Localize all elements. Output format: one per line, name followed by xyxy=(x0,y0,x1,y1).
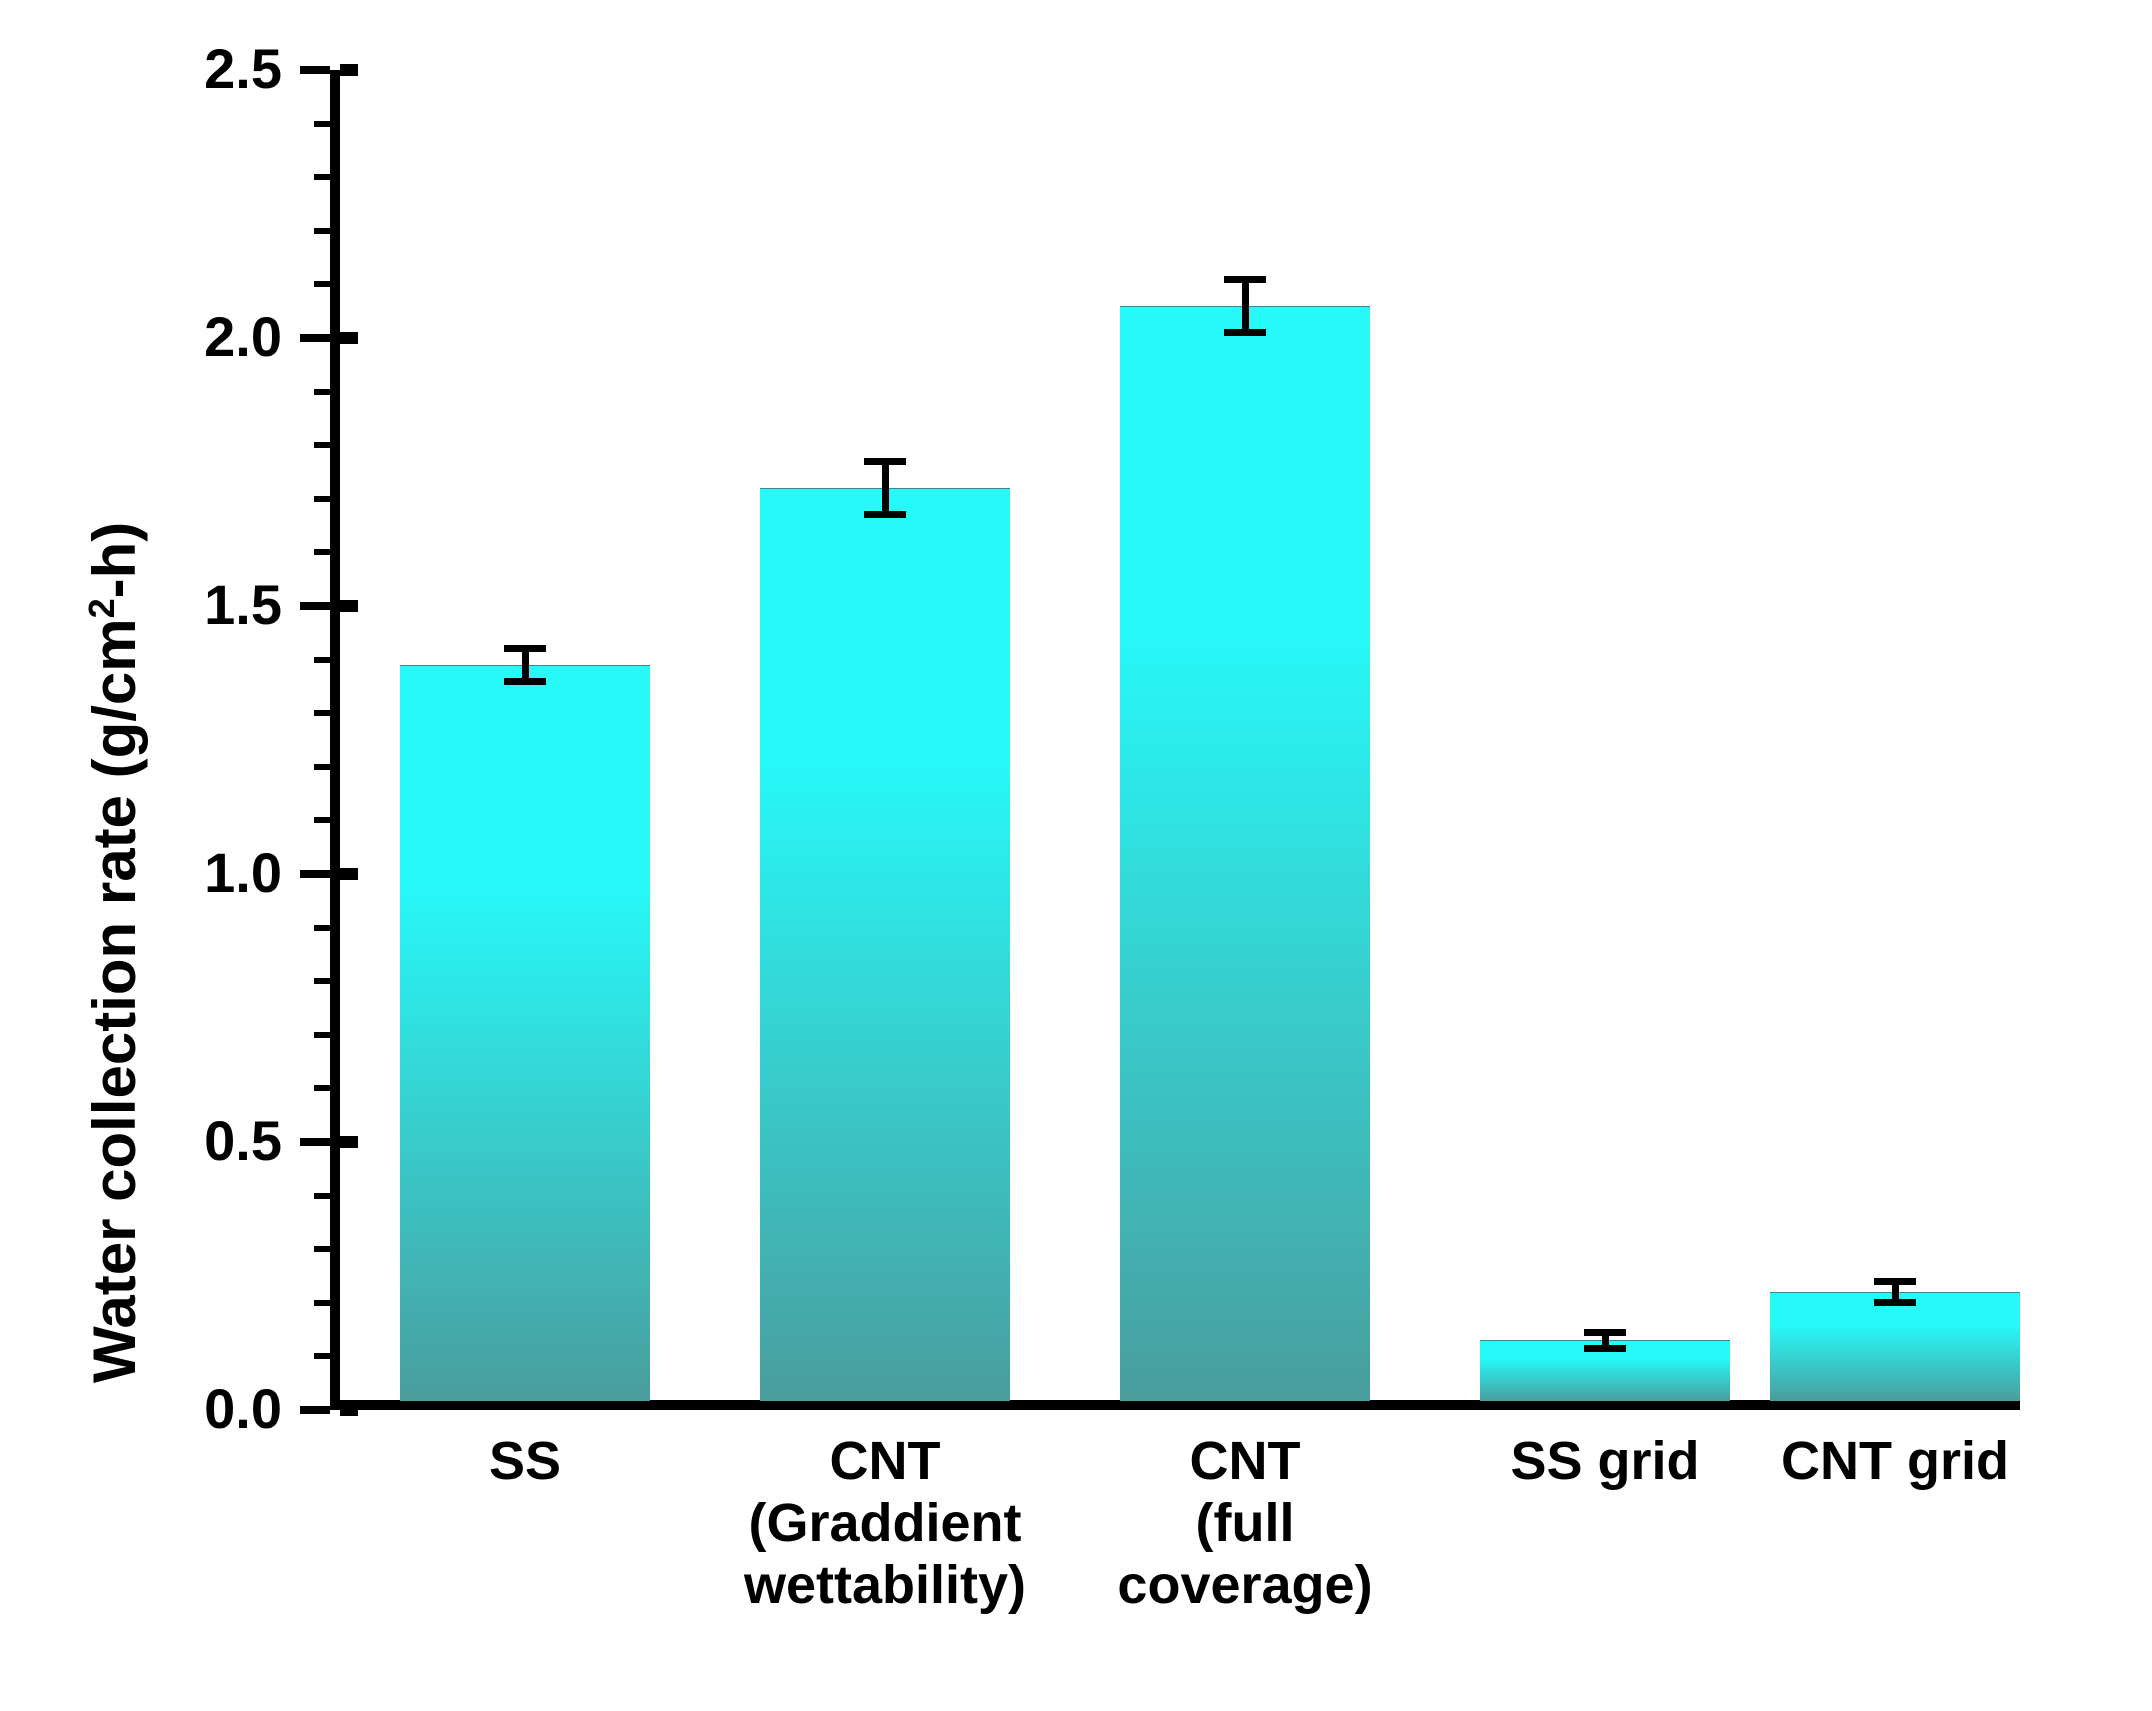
y-tick-minor xyxy=(314,549,330,555)
errorbar-cap-top-cnt-full xyxy=(1224,276,1266,283)
y-tick-major xyxy=(300,1406,330,1414)
y-tick-minor xyxy=(314,496,330,502)
y-axis-line xyxy=(330,70,340,1410)
errorbar-line-cnt-grad xyxy=(882,461,889,515)
errorbar-cap-top-ss-grid xyxy=(1584,1329,1626,1336)
y-tick-minor xyxy=(314,657,330,663)
y-tick-minor xyxy=(314,817,330,823)
y-tick-minor xyxy=(314,121,330,127)
y-tick-minor xyxy=(314,389,330,395)
errorbar-line-ss xyxy=(522,649,529,681)
errorbar-cap-bot-cnt-grid xyxy=(1874,1299,1916,1306)
y-tick-major xyxy=(300,1138,330,1146)
y-tick-minor xyxy=(314,1032,330,1038)
y-tick-major xyxy=(300,66,330,74)
y-tick-minor xyxy=(314,764,330,770)
errorbar-cap-bot-cnt-grad xyxy=(864,511,906,518)
y-tick-inner xyxy=(340,1404,358,1416)
water-collection-bar-chart: 0.00.51.01.52.02.5Water collection rate … xyxy=(0,0,2152,1711)
y-tick-major xyxy=(300,602,330,610)
y-tick-label: 0.0 xyxy=(0,1376,282,1441)
errorbar-cap-top-cnt-grid xyxy=(1874,1278,1916,1285)
errorbar-cap-top-ss xyxy=(504,645,546,652)
y-tick-minor xyxy=(314,925,330,931)
x-label-ss: SS xyxy=(345,1430,705,1492)
y-tick-minor xyxy=(314,978,330,984)
bar-cnt-grid xyxy=(1770,1292,2020,1401)
errorbar-line-cnt-full xyxy=(1242,279,1249,333)
y-tick-minor xyxy=(314,174,330,180)
y-tick-minor xyxy=(314,228,330,234)
y-tick-inner xyxy=(340,64,358,76)
bar-ss xyxy=(400,665,650,1401)
errorbar-cap-bot-cnt-full xyxy=(1224,329,1266,336)
y-tick-label: 2.5 xyxy=(0,36,282,101)
y-tick-inner xyxy=(340,1136,358,1148)
bar-cnt-grad xyxy=(760,488,1010,1401)
x-label-cnt-full: CNT(full coverage) xyxy=(1065,1430,1425,1616)
y-tick-major xyxy=(300,334,330,342)
x-label-cnt-grid: CNT grid xyxy=(1715,1430,2075,1492)
y-tick-inner xyxy=(340,868,358,880)
y-tick-minor xyxy=(314,1085,330,1091)
y-tick-inner xyxy=(340,332,358,344)
y-tick-major xyxy=(300,870,330,878)
y-tick-minor xyxy=(314,1193,330,1199)
y-tick-minor xyxy=(314,710,330,716)
errorbar-cap-bot-ss-grid xyxy=(1584,1345,1626,1352)
y-tick-label: 2.0 xyxy=(0,304,282,369)
y-tick-minor xyxy=(314,442,330,448)
y-axis-title: Water collection rate (g/cm2-h) xyxy=(80,522,149,1383)
y-tick-inner xyxy=(340,600,358,612)
bar-cnt-full xyxy=(1120,306,1370,1401)
errorbar-cap-top-cnt-grad xyxy=(864,458,906,465)
y-tick-minor xyxy=(314,281,330,287)
errorbar-cap-bot-ss xyxy=(504,678,546,685)
y-tick-minor xyxy=(314,1353,330,1359)
x-axis-line xyxy=(330,1400,2020,1410)
y-tick-minor xyxy=(314,1300,330,1306)
y-tick-minor xyxy=(314,1246,330,1252)
x-label-cnt-grad: CNT(Graddientwettability) xyxy=(705,1430,1065,1616)
